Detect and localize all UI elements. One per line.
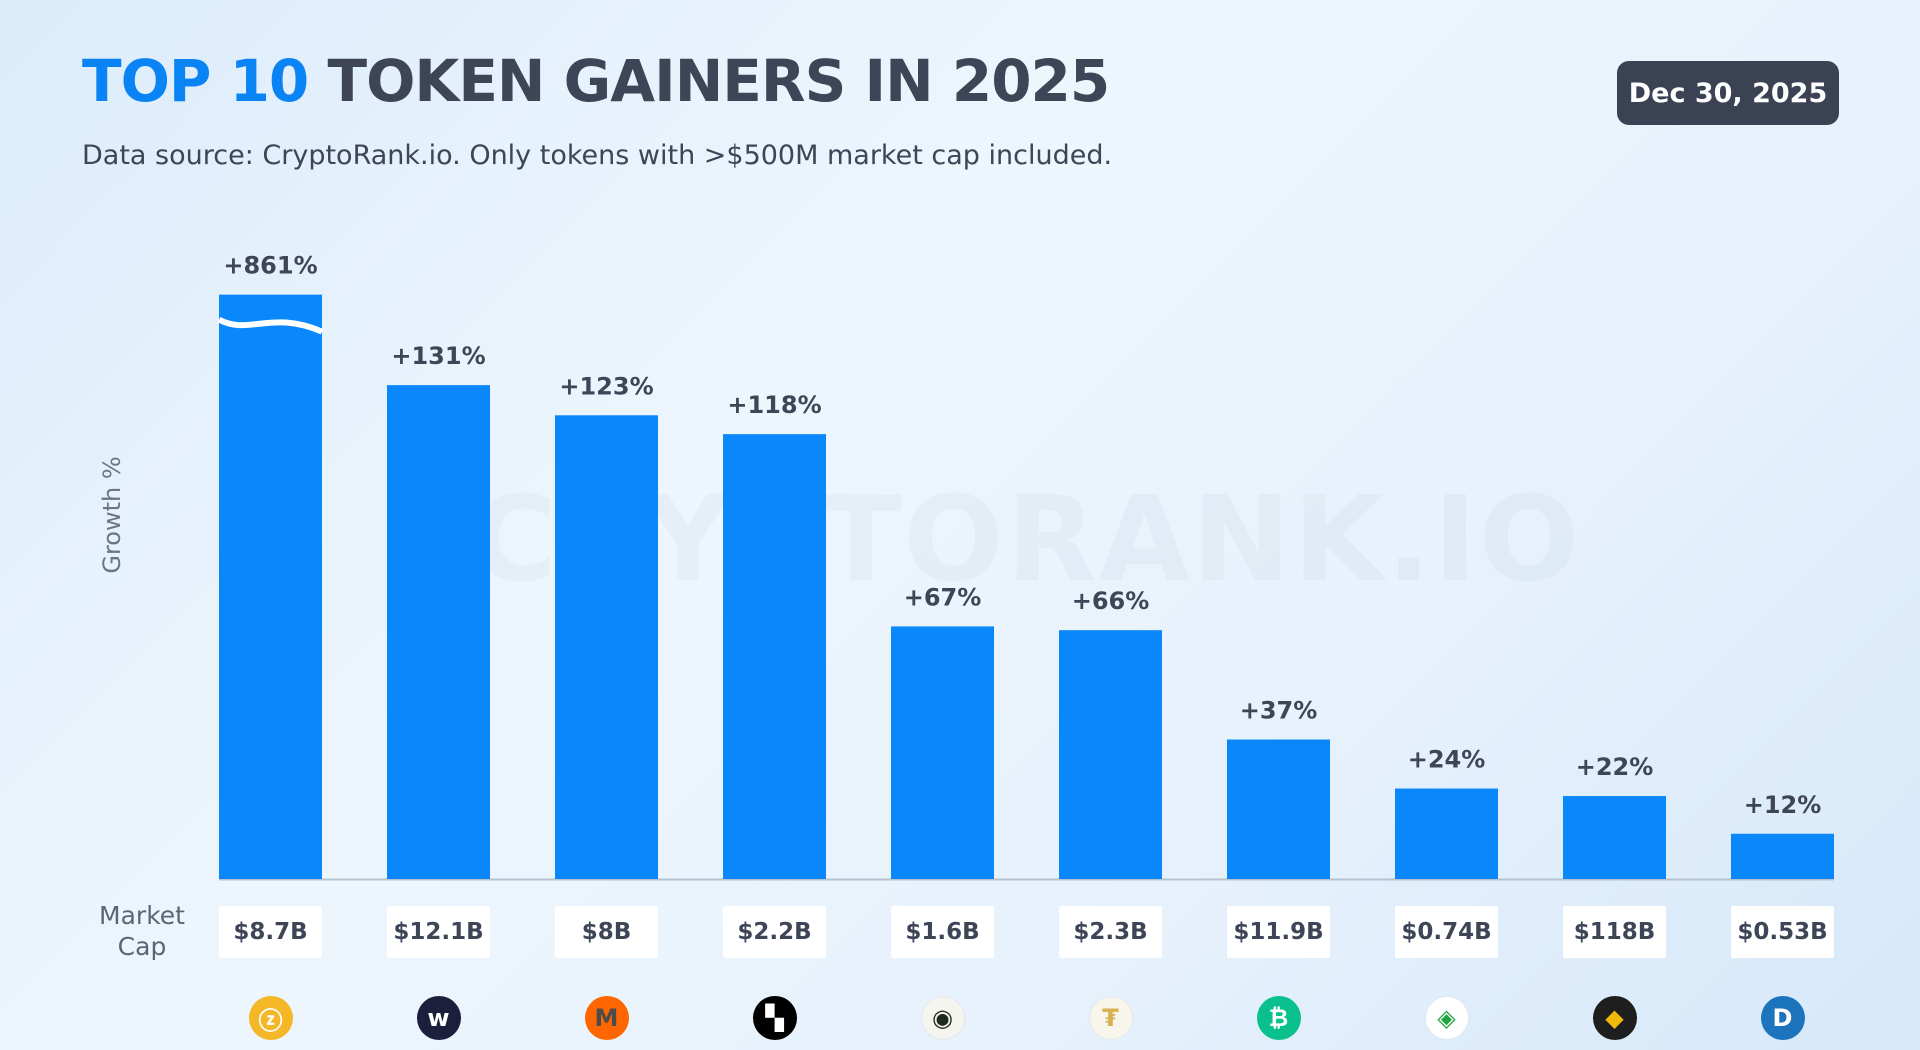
- monero-icon: M: [584, 996, 629, 1040]
- bitcoin-cash-icon: ₿: [1256, 996, 1301, 1040]
- bar-tether-gold: [1059, 630, 1162, 879]
- market-cap-value: $1.6B: [891, 906, 994, 958]
- bar-okb: [723, 434, 826, 879]
- axis-break-mark: [217, 316, 324, 335]
- bar-whitebit-coin: [387, 385, 490, 879]
- market-cap-value: $8.7B: [219, 906, 322, 958]
- bar-monero: [555, 415, 658, 879]
- bar-leo-token: [1395, 788, 1498, 879]
- zcash-icon: ⓩ: [248, 996, 293, 1040]
- market-cap-value: $2.2B: [723, 906, 826, 958]
- okb-icon: ▚: [752, 996, 797, 1040]
- value-label: +131%: [391, 342, 485, 370]
- bar-zcash: [219, 294, 322, 879]
- title-rest: TOKEN GAINERS IN 2025: [327, 47, 1111, 115]
- tether-gold-icon: ₮: [1088, 996, 1133, 1040]
- bar-bitcoin-cash: [1227, 739, 1330, 879]
- market-cap-value: $11.9B: [1227, 906, 1330, 958]
- dash-icon: D: [1760, 996, 1805, 1040]
- market-cap-value: $12.1B: [387, 906, 490, 958]
- market-cap-label-line-2: Cap: [117, 932, 167, 961]
- market-cap-value: $8B: [555, 906, 658, 958]
- chart-title: TOP 10 TOKEN GAINERS IN 2025: [82, 52, 1110, 110]
- value-label: +123%: [559, 372, 653, 400]
- market-cap-value: $118B: [1563, 906, 1666, 958]
- market-cap-label-line-1: Market: [99, 901, 185, 930]
- value-label: +24%: [1408, 746, 1486, 774]
- canton-icon: ◉: [920, 996, 965, 1040]
- value-label: +12%: [1744, 791, 1822, 819]
- market-cap-value: $0.53B: [1731, 906, 1834, 958]
- market-cap-label: Market Cap: [90, 900, 194, 962]
- leo-icon: ◈: [1424, 996, 1469, 1040]
- market-cap-value: $0.74B: [1395, 906, 1498, 958]
- value-label: +861%: [223, 252, 317, 280]
- title-accent: TOP 10: [82, 47, 309, 115]
- bnb-icon: ◆: [1592, 996, 1637, 1040]
- value-label: +118%: [727, 391, 821, 419]
- date-badge: Dec 30, 2025: [1617, 61, 1839, 125]
- value-label: +22%: [1576, 753, 1654, 781]
- market-cap-value: $2.3B: [1059, 906, 1162, 958]
- whitebit-icon: w: [416, 996, 461, 1040]
- data-source-subtitle: Data source: CryptoRank.io. Only tokens …: [82, 140, 1113, 171]
- bar-bnb: [1563, 796, 1666, 879]
- value-label: +37%: [1240, 697, 1318, 725]
- bar-dash: [1731, 833, 1834, 879]
- value-label: +66%: [1072, 587, 1150, 615]
- value-label: +67%: [904, 583, 982, 611]
- bar-canton: [891, 626, 994, 879]
